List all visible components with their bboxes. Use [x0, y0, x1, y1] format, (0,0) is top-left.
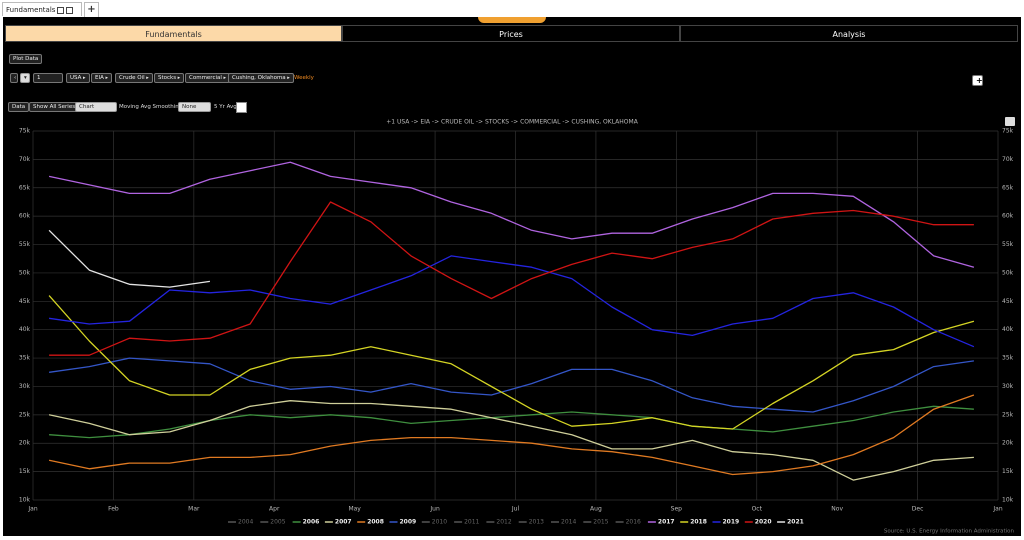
y-tick-label: 45k: [19, 298, 31, 305]
frequency-label: Weekly: [294, 75, 314, 81]
series-line: [49, 201, 974, 356]
series-line: [48, 400, 974, 481]
legend-label: 2011: [464, 519, 479, 526]
y2-tick-label: 15k: [1002, 468, 1014, 475]
series-line: [48, 161, 975, 268]
y-tick-label: 70k: [19, 156, 31, 163]
legend-label: 2021: [787, 519, 804, 526]
series-line: [48, 394, 975, 476]
x-tick-label: Dec: [912, 506, 924, 513]
y2-tick-label: 30k: [1002, 383, 1014, 390]
breadcrumb[interactable]: Cushing, Oklahoma: [228, 73, 294, 83]
window-tab-title: Fundamentals: [6, 6, 56, 14]
y-tick-label: 75k: [19, 128, 31, 135]
y-tick-label: 65k: [19, 184, 31, 191]
tab[interactable]: Fundamentals: [5, 25, 342, 42]
legend-label: 2012: [496, 519, 511, 526]
legend-label: 2004: [238, 519, 253, 526]
x-tick-label: Apr: [269, 506, 280, 513]
legend-label: 2009: [400, 519, 417, 526]
breadcrumb[interactable]: USA: [66, 73, 90, 83]
x-tick-label: Jan: [992, 506, 1002, 513]
breadcrumb[interactable]: Crude Oil: [115, 73, 153, 83]
y-tick-label: 15k: [19, 468, 31, 475]
x-tick-label: Jun: [429, 506, 440, 513]
legend-label: 2008: [367, 519, 384, 526]
plot-data-button[interactable]: Plot Data: [9, 54, 43, 64]
legend-label: 2005: [270, 519, 285, 526]
tab-icon[interactable]: [66, 6, 74, 14]
workspace: [3, 17, 1021, 536]
legend-label: 2017: [658, 519, 675, 526]
y2-tick-label: 70k: [1002, 156, 1014, 163]
x-tick-label: Jul: [511, 506, 520, 513]
y-tick-label: 10k: [19, 497, 31, 504]
y2-tick-label: 50k: [1002, 269, 1014, 276]
y-tick-label: 60k: [19, 213, 31, 220]
y2-tick-label: 65k: [1002, 184, 1014, 191]
x-tick-label: Oct: [752, 506, 763, 513]
y-tick-label: 35k: [19, 355, 31, 362]
source-note: Source: U.S. Energy Information Administ…: [884, 529, 1015, 535]
y2-tick-label: 45k: [1002, 298, 1014, 305]
y-tick-label: 55k: [19, 241, 31, 248]
tab-icon[interactable]: [57, 6, 65, 14]
data-button[interactable]: Data: [8, 102, 30, 112]
x-tick-label: Feb: [108, 506, 119, 513]
y-tick-label: 30k: [19, 383, 31, 390]
chart-subtitle: +1 USA -> EIA -> CRUDE OIL -> STOCKS -> …: [386, 119, 639, 126]
y2-tick-label: 75k: [1002, 128, 1014, 135]
breadcrumb[interactable]: Stocks: [154, 73, 185, 83]
smoothing-label: Moving Avg Smoothing: [119, 104, 183, 110]
breadcrumb[interactable]: EIA: [91, 73, 112, 83]
menu-icon[interactable]: [1005, 117, 1015, 126]
smoothing-select[interactable]: None: [178, 102, 211, 112]
series-line: [49, 357, 974, 413]
x-tick-label: Sep: [671, 506, 683, 513]
legend-label: 2007: [335, 519, 352, 526]
legend-label: 2014: [561, 519, 576, 526]
avg-label: 5 Yr Avg:: [214, 104, 239, 110]
view-select[interactable]: Chart: [75, 102, 117, 112]
series-line: [49, 255, 975, 348]
avg-checkbox[interactable]: [236, 102, 247, 113]
y2-tick-label: 20k: [1002, 440, 1014, 447]
series-line: [48, 229, 210, 288]
legend-label: 2020: [755, 519, 772, 526]
y2-tick-label: 35k: [1002, 355, 1014, 362]
window-tab[interactable]: Fundamentals: [2, 2, 82, 28]
legend-label: 2013: [529, 519, 544, 526]
dropdown-arrow[interactable]: ▾: [20, 73, 30, 83]
y2-tick-label: 55k: [1002, 241, 1014, 248]
x-tick-label: May: [348, 506, 361, 513]
tab[interactable]: Prices: [342, 25, 680, 42]
tab[interactable]: Analysis: [680, 25, 1018, 42]
step-select[interactable]: 1: [33, 73, 63, 83]
x-tick-label: Jan: [27, 506, 37, 513]
series-line: [48, 295, 975, 430]
legend-label: 2015: [593, 519, 608, 526]
add-button[interactable]: +: [972, 75, 983, 86]
x-tick-label: Aug: [590, 506, 602, 513]
y-tick-label: 20k: [19, 440, 31, 447]
legend-label: 2006: [303, 519, 320, 526]
legend-label: 2019: [723, 519, 740, 526]
x-tick-label: Mar: [188, 506, 200, 513]
y-tick-label: 50k: [19, 269, 31, 276]
y-tick-label: 40k: [19, 326, 31, 333]
legend-label: 2018: [690, 519, 707, 526]
collapse-handle[interactable]: [478, 17, 546, 23]
y2-tick-label: 40k: [1002, 326, 1014, 333]
y2-tick-label: 25k: [1002, 411, 1014, 418]
x-tick-label: Nov: [831, 506, 843, 513]
legend-label: 2016: [626, 519, 641, 526]
y2-tick-label: 60k: [1002, 213, 1014, 220]
y-tick-label: 25k: [19, 411, 31, 418]
y2-tick-label: 10k: [1002, 497, 1014, 504]
back-button[interactable]: ‹: [10, 73, 18, 83]
legend-label: 2010: [432, 519, 447, 526]
